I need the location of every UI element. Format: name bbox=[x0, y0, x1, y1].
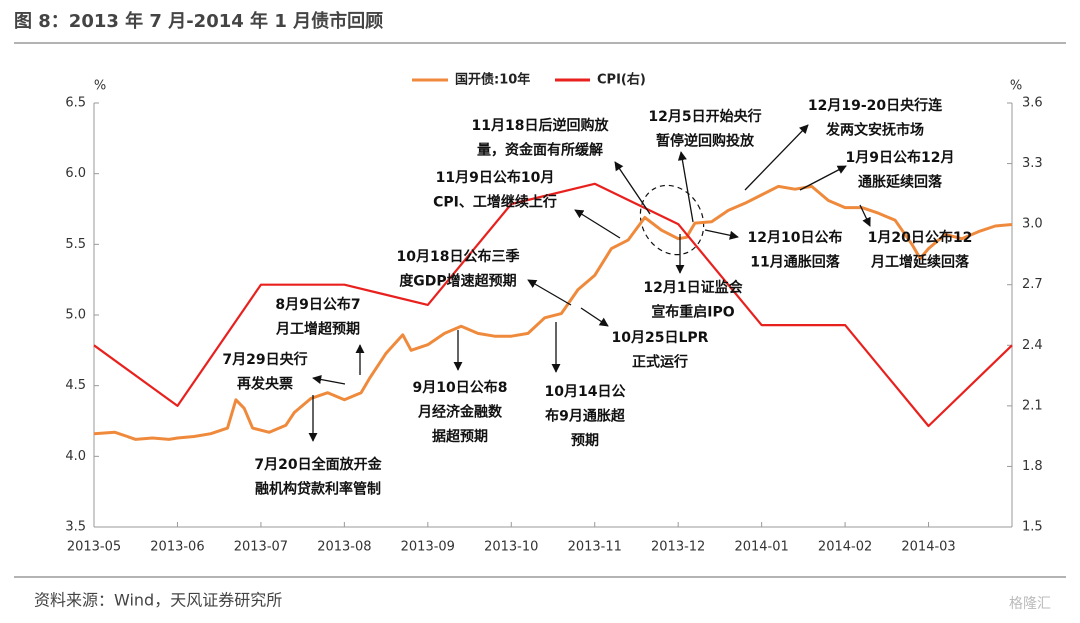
annotation-text: 暂停逆回购投放 bbox=[656, 133, 755, 150]
annotation-arrow bbox=[677, 151, 694, 223]
y2-tick-label: 1.8 bbox=[1022, 459, 1043, 474]
series-line bbox=[93, 182, 1013, 428]
annotation-text: 10月14日公 bbox=[545, 384, 626, 400]
annotation-arrow bbox=[799, 165, 847, 191]
x-tick-label: 2013-10 bbox=[484, 540, 538, 555]
annotation-text: 月工增超预期 bbox=[275, 321, 360, 338]
annotation-text: 布9月通胀超 bbox=[545, 408, 626, 425]
annotation-text: 1月9日公布12月 bbox=[846, 149, 955, 166]
legend-label: 国开债:10年 bbox=[455, 72, 530, 88]
x-tick-label: 2013-08 bbox=[317, 540, 371, 555]
annotation-text: 10月25日LPR bbox=[612, 330, 709, 346]
annotation-text: 12月19-20日央行连 bbox=[808, 97, 943, 114]
annotation-text: 7月20日全面放开金 bbox=[254, 456, 382, 473]
x-tick-label: 2014-03 bbox=[901, 540, 955, 555]
annotation-text: 12月1日证监会 bbox=[643, 279, 743, 296]
annotation-text: 据超预期 bbox=[432, 428, 488, 445]
x-tick-label: 2013-07 bbox=[234, 540, 288, 555]
annotation-text: 12月10日公布 bbox=[748, 229, 843, 246]
annotation-text: 度GDP增速超预期 bbox=[399, 273, 516, 290]
x-tick-label: 2013-09 bbox=[401, 540, 455, 555]
y-tick-label: 5.5 bbox=[65, 237, 86, 252]
annotation-text: 12月5日开始央行 bbox=[648, 108, 761, 125]
y2-tick-label: 3.0 bbox=[1022, 217, 1043, 232]
annotation-text: 11月9日公布10月 bbox=[436, 169, 555, 186]
chart-title: 图 8：2013 年 7 月-2014 年 1 月债市回顾 bbox=[14, 10, 383, 32]
legend-label: CPI(右) bbox=[597, 72, 646, 88]
annotation-text: 月经济金融数 bbox=[417, 404, 503, 421]
annotation-arrow bbox=[859, 204, 871, 227]
y2-unit: % bbox=[1010, 79, 1022, 94]
annotation-arrow bbox=[614, 161, 651, 215]
y-tick-label: 4.0 bbox=[65, 449, 86, 464]
annotation-text: 预期 bbox=[571, 433, 599, 449]
y2-tick-label: 3.3 bbox=[1022, 156, 1043, 171]
y-unit: % bbox=[94, 79, 106, 94]
annotation-text: 再发央票 bbox=[237, 376, 293, 393]
annotation-text: 通胀延续回落 bbox=[858, 174, 943, 191]
watermark: 格隆汇 bbox=[1009, 596, 1051, 612]
annotation-text: 发两文安抚市场 bbox=[825, 122, 924, 139]
annotation-text: 11月18日后逆回购放 bbox=[472, 117, 610, 134]
annotation-arrow bbox=[744, 124, 809, 191]
x-tick-label: 2014-01 bbox=[734, 540, 788, 555]
series-line bbox=[93, 184, 1013, 441]
annotation-text: 10月18日公布三季 bbox=[397, 248, 520, 265]
annotation-text: 月工增延续回落 bbox=[870, 254, 970, 271]
annotation-arrow bbox=[527, 279, 572, 306]
x-tick-label: 2014-02 bbox=[818, 540, 872, 555]
highlight-ellipse bbox=[639, 184, 705, 256]
annotation-arrow bbox=[574, 209, 621, 239]
annotation-arrow bbox=[312, 375, 346, 385]
annotation-text: 正式运行 bbox=[632, 354, 688, 371]
annotation-arrow bbox=[704, 229, 739, 240]
x-tick-label: 2013-06 bbox=[150, 540, 204, 555]
annotation-text: 9月10日公布8 bbox=[413, 379, 508, 396]
annotation-text: 11月通胀回落 bbox=[750, 254, 840, 271]
y2-tick-label: 2.4 bbox=[1022, 338, 1043, 353]
annotation-text: 融机构贷款利率管制 bbox=[255, 481, 381, 498]
y2-tick-label: 2.7 bbox=[1022, 277, 1043, 292]
x-tick-label: 2013-11 bbox=[568, 540, 622, 555]
x-tick-label: 2013-12 bbox=[651, 540, 705, 555]
y-tick-label: 3.5 bbox=[65, 520, 86, 535]
x-tick-label: 2013-05 bbox=[67, 540, 121, 555]
y-tick-label: 5.0 bbox=[65, 308, 86, 323]
y-tick-label: 6.5 bbox=[65, 96, 86, 111]
y2-tick-label: 1.5 bbox=[1022, 520, 1043, 535]
source: 资料来源：Wind，天风证券研究所 bbox=[34, 591, 282, 610]
y-tick-label: 6.0 bbox=[65, 166, 86, 181]
annotation-text: CPI、工增继续上行 bbox=[433, 194, 557, 211]
annotation-text: 1月20日公布12 bbox=[868, 229, 973, 246]
y-tick-label: 4.5 bbox=[65, 378, 86, 393]
annotation-text: 8月9日公布7 bbox=[275, 296, 360, 313]
annotation-text: 7月29日央行 bbox=[222, 351, 307, 368]
y2-tick-label: 2.1 bbox=[1022, 398, 1043, 413]
annotation-text: 宣布重启IPO bbox=[651, 304, 734, 321]
y2-tick-label: 3.6 bbox=[1022, 96, 1043, 111]
annotation-text: 量，资金面有所缓解 bbox=[477, 142, 603, 159]
annotation-arrow bbox=[580, 307, 609, 327]
